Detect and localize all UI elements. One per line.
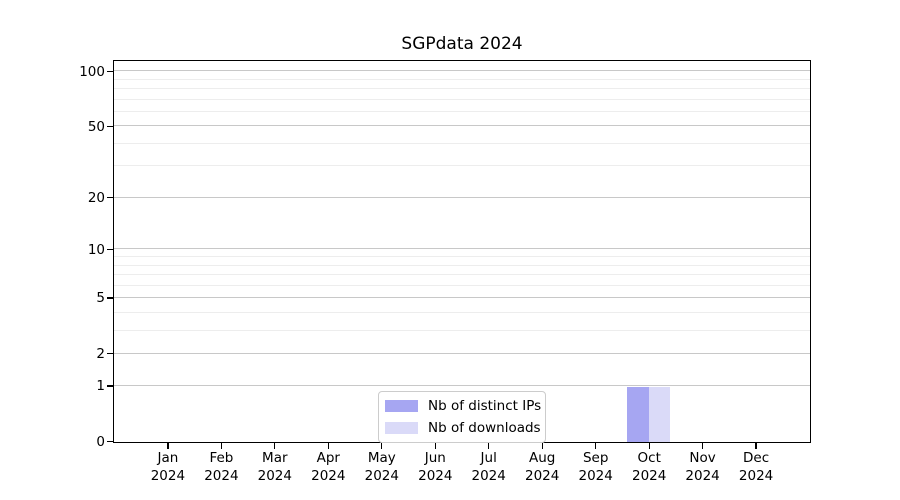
x-tick-month-dec: Dec: [743, 450, 770, 466]
x-tick-month-may: May: [367, 450, 396, 466]
y-tickmark-5: [107, 297, 113, 299]
x-tick-month-apr: Apr: [316, 450, 340, 466]
x-tickmark-sep: [595, 443, 597, 449]
x-tickmark-mar: [274, 443, 276, 449]
gridline-major-y-2: [114, 352, 810, 354]
gridline-minor-y-8: [114, 264, 810, 266]
x-tick-year-mar: 2024: [257, 467, 292, 484]
x-tick-year-nov: 2024: [685, 467, 720, 484]
x-tickmark-nov: [701, 443, 704, 449]
bar-nb-of-distinct-ips-oct: [627, 386, 649, 442]
x-tick-label-feb: Feb 2024: [189, 450, 253, 485]
x-tick-year-sep: 2024: [578, 467, 613, 484]
gridline-minor-y-30: [114, 165, 810, 167]
bar-nb-of-downloads-oct: [648, 386, 671, 442]
x-tick-year-jun: 2024: [418, 467, 453, 484]
y-tick-label-50: 50: [87, 118, 105, 135]
x-tick-month-aug: Aug: [529, 450, 556, 466]
x-tick-month-nov: Nov: [689, 450, 716, 466]
gridline-minor-y-3: [114, 329, 810, 331]
gridline-minor-y-80: [114, 88, 810, 90]
y-tick-label-0: 0: [96, 433, 105, 450]
x-tick-month-mar: Mar: [262, 450, 288, 466]
x-tick-label-mar: Mar 2024: [243, 450, 307, 485]
x-tick-year-may: 2024: [364, 467, 399, 484]
gridline-major-y-5: [114, 297, 810, 299]
gridline-major-y-100: [114, 70, 810, 72]
x-tick-label-aug: Aug 2024: [510, 450, 574, 485]
gridline-minor-y-40: [114, 142, 810, 144]
gridlines-layer: [114, 61, 810, 442]
x-tick-month-jun: Jun: [424, 450, 446, 466]
x-tickmark-dec: [755, 443, 757, 449]
x-tickmark-jan: [167, 443, 169, 449]
y-tick-label-10: 10: [87, 241, 105, 258]
gridline-minor-y-90: [114, 78, 810, 80]
x-tick-month-jan: Jan: [157, 450, 179, 466]
x-tick-label-apr: Apr 2024: [296, 450, 360, 485]
x-tick-label-oct: Oct 2024: [617, 450, 681, 485]
legend-label-distinct-ips: Nb of distinct IPs: [428, 398, 542, 414]
x-tickmark-apr: [327, 443, 329, 449]
gridline-minor-y-70: [114, 98, 810, 100]
legend: Nb of distinct IPs Nb of downloads: [378, 391, 546, 443]
x-tickmark-oct: [648, 443, 650, 449]
y-tick-label-5: 5: [96, 290, 105, 306]
gridline-minor-y-6: [114, 284, 810, 286]
x-tick-label-jul: Jul 2024: [457, 450, 521, 485]
x-tick-year-jan: 2024: [150, 467, 186, 484]
gridline-major-y-50: [114, 125, 810, 127]
x-tickmark-jul: [488, 443, 490, 449]
gridline-minor-y-60: [114, 110, 810, 112]
x-tickmark-may: [381, 443, 383, 449]
y-tickmark-2: [107, 352, 113, 355]
x-tick-month-oct: Oct: [637, 450, 661, 466]
y-tickmark-100: [107, 71, 113, 73]
y-tick-label-1: 1: [96, 378, 105, 395]
x-tickmark-feb: [220, 443, 223, 449]
x-tick-label-may: May 2024: [350, 450, 414, 485]
legend-item-distinct-ips: Nb of distinct IPs: [385, 398, 541, 414]
x-tickmark-jun: [434, 443, 436, 449]
y-tick-label-20: 20: [87, 189, 105, 206]
y-tick-label-100: 100: [79, 63, 105, 80]
x-tick-year-aug: 2024: [525, 467, 560, 484]
gridline-minor-y-7: [114, 274, 810, 276]
gridline-minor-y-4: [114, 311, 810, 313]
bars-layer: [114, 61, 810, 442]
gridline-major-y-10: [114, 248, 810, 250]
x-tick-year-dec: 2024: [738, 467, 774, 484]
x-tick-label-sep: Sep 2024: [564, 450, 628, 485]
x-tick-year-feb: 2024: [204, 467, 239, 484]
x-tick-year-jul: 2024: [471, 467, 506, 484]
x-tick-month-feb: Feb: [209, 450, 234, 466]
gridline-major-y-1: [114, 385, 810, 387]
y-tickmark-20: [107, 196, 113, 199]
x-tick-year-oct: 2024: [632, 467, 667, 484]
x-tick-label-nov: Nov 2024: [671, 450, 735, 485]
y-tickmark-50: [107, 125, 113, 128]
x-tick-month-sep: Sep: [582, 450, 609, 466]
legend-swatch-distinct-ips: [385, 400, 418, 412]
x-tick-month-jul: Jul: [480, 450, 497, 466]
y-tickmark-10: [107, 248, 113, 251]
legend-item-downloads: Nb of downloads: [385, 420, 541, 436]
y-tickmark-1: [107, 385, 113, 387]
legend-label-downloads: Nb of downloads: [428, 420, 541, 436]
plot-area: [113, 60, 811, 443]
x-tickmark-aug: [541, 443, 543, 449]
y-tick-label-2: 2: [96, 345, 105, 362]
gridline-major-y-20: [114, 196, 810, 198]
chart-title: SGPdata 2024: [401, 34, 523, 54]
x-tick-label-jun: Jun 2024: [403, 450, 467, 485]
y-tickmark-0: [107, 440, 113, 443]
x-tick-label-dec: Dec 2024: [724, 450, 788, 485]
x-tick-label-jan: Jan 2024: [136, 450, 200, 485]
legend-swatch-downloads: [385, 422, 418, 434]
gridline-minor-y-9: [114, 256, 810, 258]
x-tick-year-apr: 2024: [311, 467, 346, 484]
